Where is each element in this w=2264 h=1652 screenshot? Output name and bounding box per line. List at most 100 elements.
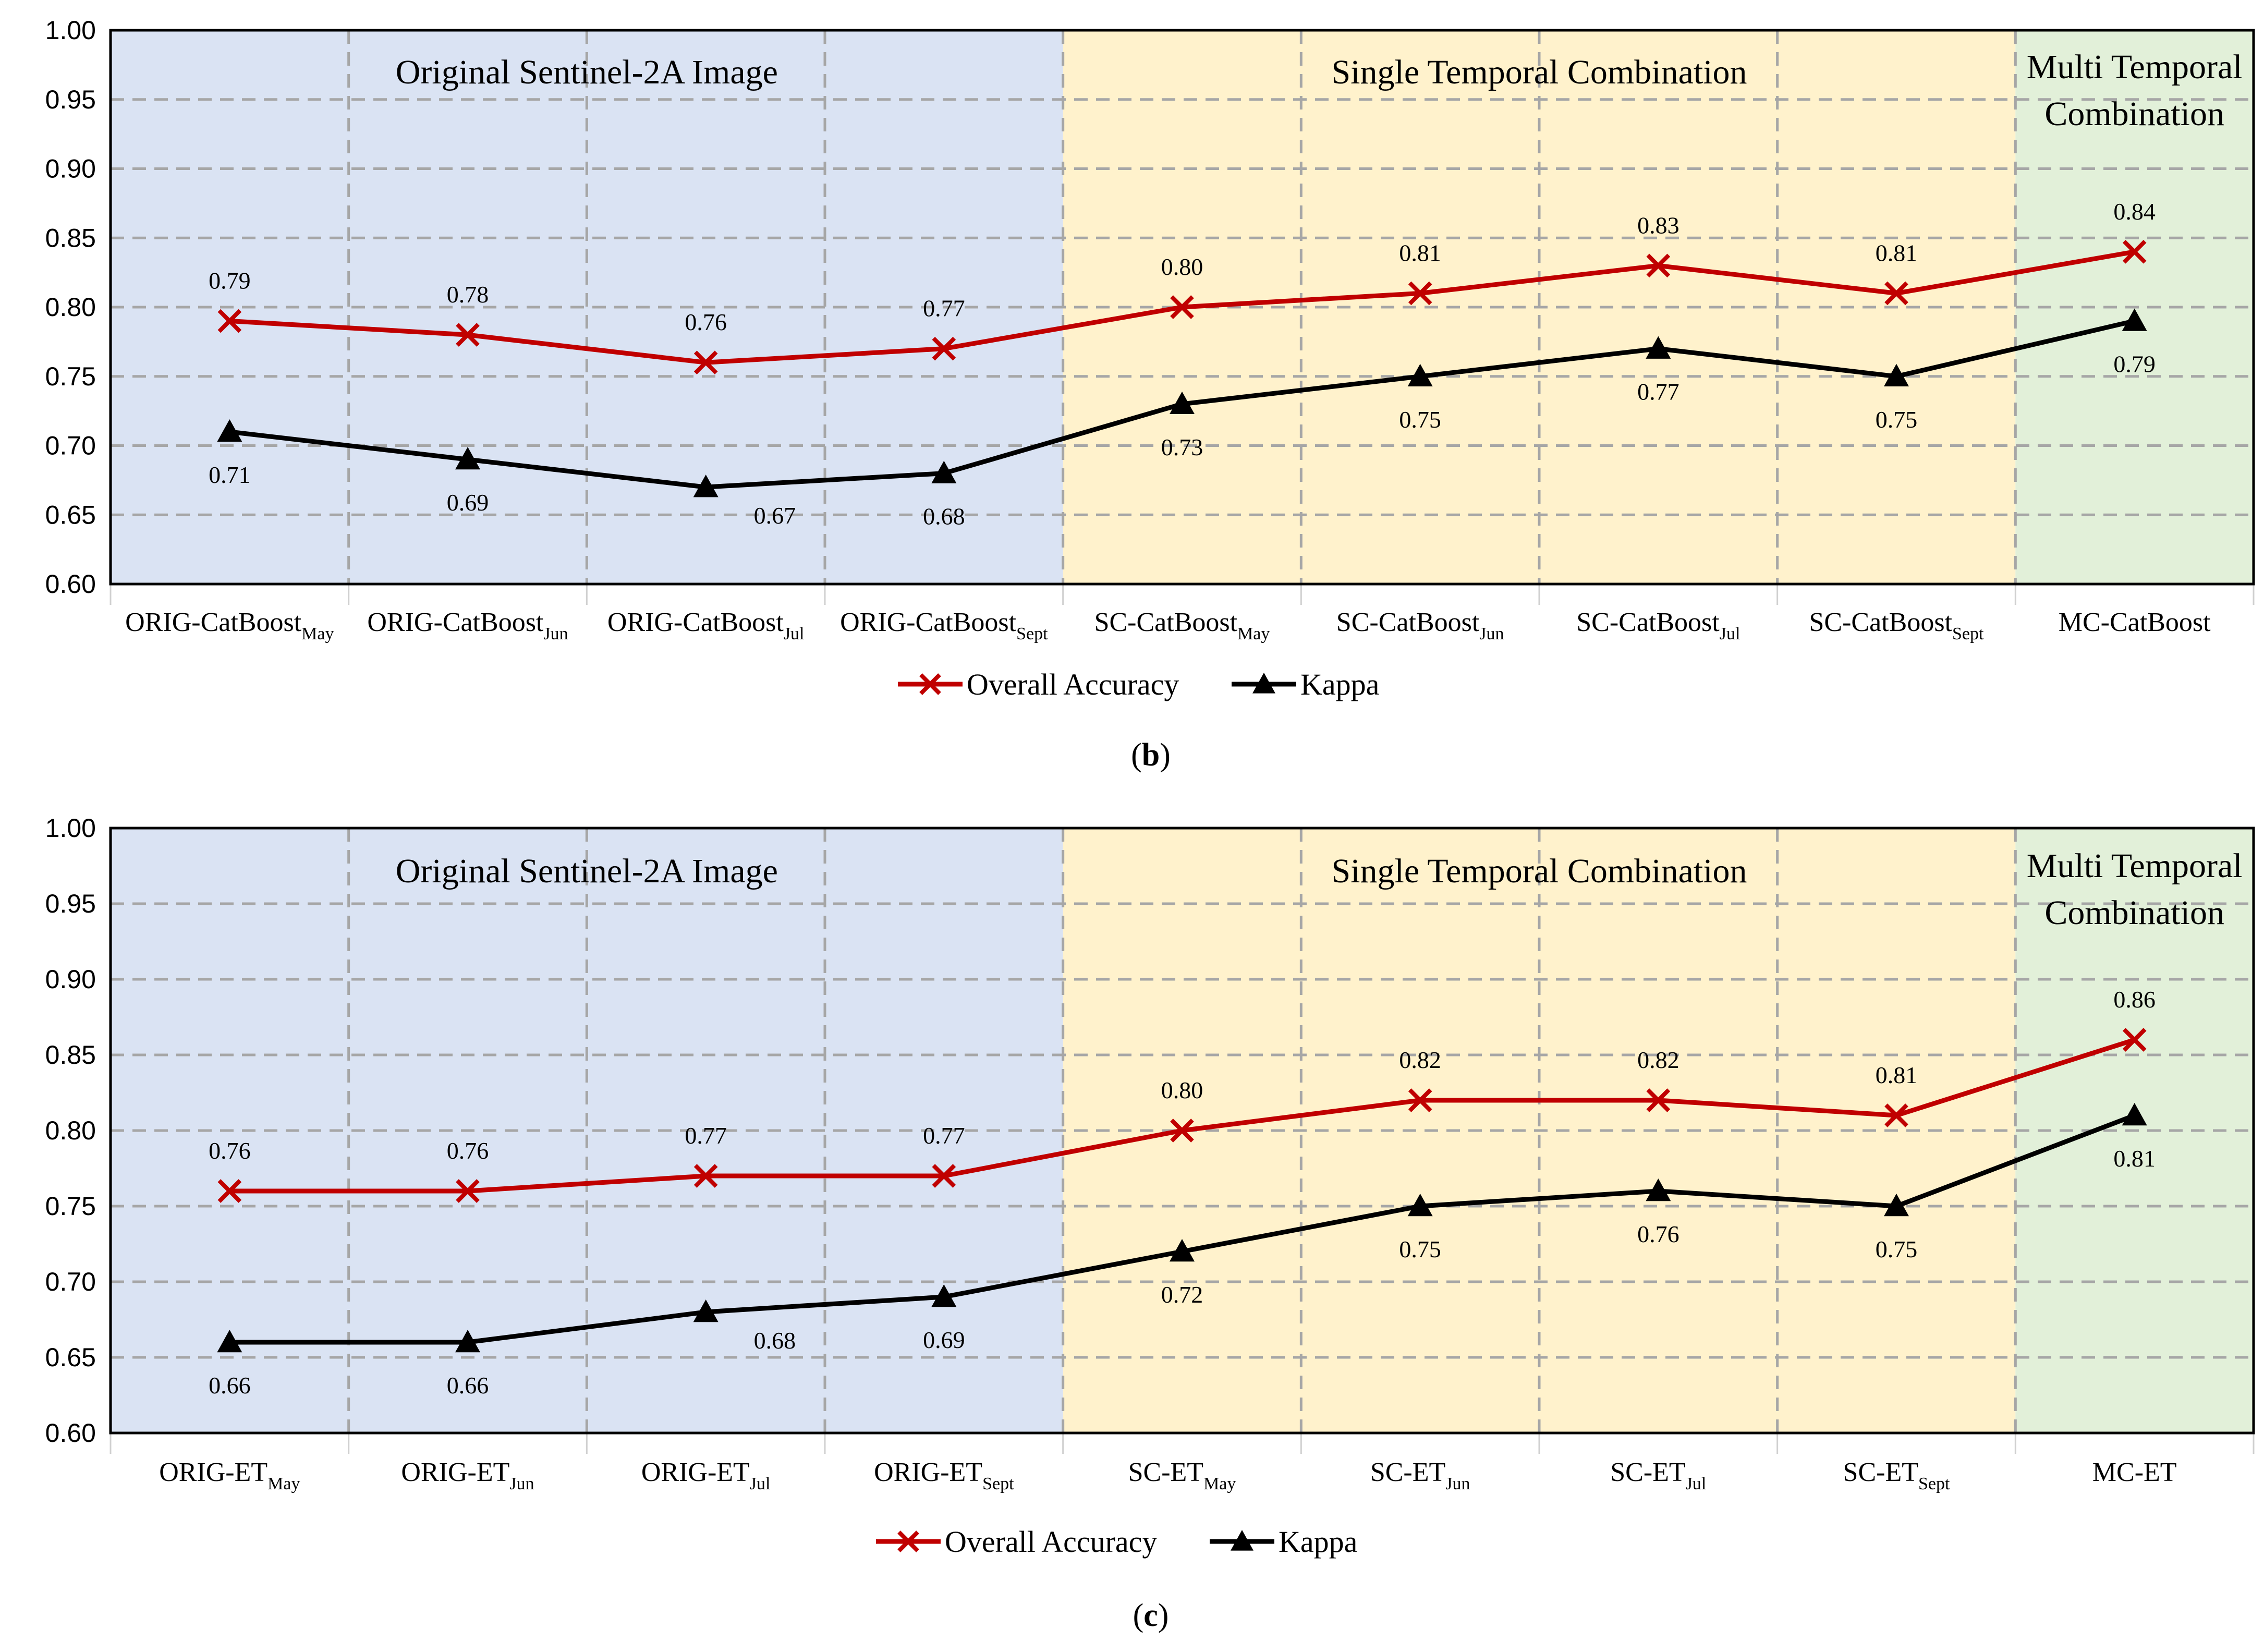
overall-accuracy-data-label: 0.77 [923,1122,965,1149]
x-marker-stroke [919,673,941,695]
x-marker-stroke [1170,1119,1194,1143]
overall-accuracy-point [1884,281,1908,306]
band-label: Original Sentinel-2A Image [396,852,778,890]
y-tick-label: 0.70 [45,1267,96,1296]
legend-label-kappa: Kappa [1300,667,1379,701]
overall-accuracy-data-label: 0.78 [447,281,489,308]
x-category-label: MC-CatBoost [2059,608,2211,637]
kappa-data-label: 0.75 [1399,406,1441,433]
legend-label-overall-accuracy: Overall Accuracy [967,667,1179,701]
panel-caption-letter: b [1142,737,1160,773]
x-category-label: SC-CatBoostJun [1336,608,1504,643]
overall-accuracy-point [217,309,242,333]
x-marker-stroke [1884,1103,1908,1127]
x-marker-stroke [456,323,480,347]
kappa-point [1646,1179,1671,1201]
x-marker-stroke [1646,253,1671,278]
y-tick-label: 0.80 [45,293,96,322]
chart-panel-b: 0.60 0.65 0.70 0.75 0.80 0.85 0.90 0.95 1.00 Orig… [45,16,2255,773]
kappa-point [931,460,957,483]
kappa-data-label: 0.66 [447,1372,489,1399]
kappa-point [1407,363,1433,386]
overall-accuracy-point [2122,1028,2147,1052]
x-marker-stroke [1170,295,1194,319]
kappa-data-label: 0.69 [447,489,489,516]
x-category-subscript: May [267,1474,300,1493]
x-category-label: ORIG-ETJun [401,1457,534,1493]
x-marker-stroke [932,1164,956,1188]
overall-accuracy-data-label: 0.82 [1399,1047,1441,1073]
band-label: Multi Temporal [2027,48,2243,86]
overall-accuracy-data-label: 0.77 [685,1122,727,1149]
x-marker-stroke [693,1164,718,1188]
overall-accuracy-data-label: 0.77 [923,295,965,322]
legend-label-kappa: Kappa [1279,1525,1357,1559]
kappa-point [1170,1239,1195,1262]
x-category-subscript: Jun [543,624,568,643]
overall-accuracy-point [1170,1119,1194,1143]
overall-accuracy-data-label: 0.76 [209,1137,251,1164]
kappa-point [455,447,480,470]
band-label: Single Temporal Combination [1331,53,1747,91]
x-category-subscript: May [301,624,334,643]
x-category-subscript: May [1203,1474,1236,1493]
band-label: Combination [2044,894,2224,932]
x-marker-stroke [2122,239,2147,264]
kappa-data-label: 0.76 [1637,1221,1679,1247]
x-category-label: SC-ETSept [1843,1457,1950,1493]
kappa-data-label: 0.68 [754,1327,796,1354]
x-category-subscript: Sept [982,1474,1014,1493]
plot-frame [109,827,2255,1435]
legend-label-overall-accuracy: Overall Accuracy [945,1525,1157,1559]
kappa-point [455,1330,480,1353]
kappa-data-label: 0.66 [209,1372,251,1399]
overall-accuracy-point [693,1164,718,1188]
legend-marker-kappa [1231,1530,1253,1551]
x-category-label: ORIG-ETSept [874,1457,1014,1493]
overall-accuracy-data-label: 0.79 [209,268,251,294]
kappa-point [1407,1194,1433,1217]
kappa-point [2122,308,2147,331]
x-category-subscript: May [1237,624,1270,643]
overall-accuracy-data-label: 0.76 [447,1137,489,1164]
overall-accuracy-data-label: 0.80 [1161,1077,1203,1103]
kappa-point [693,1299,719,1322]
panel-caption-letter: c [1143,1598,1158,1633]
x-category-subscript: Jul [1686,1474,1707,1493]
x-category-subscript: Jun [1479,624,1504,643]
kappa-point [217,1330,242,1353]
band-label: Combination [2044,95,2224,133]
overall-accuracy-point [1170,295,1194,319]
band-label: Multi Temporal [2027,847,2243,885]
overall-accuracy-point [693,350,718,375]
y-tick-label: 1.00 [45,813,96,843]
y-tick-label: 1.00 [45,16,96,45]
kappa-data-label: 0.79 [2113,351,2156,378]
x-category-label: SC-CatBoostMay [1094,608,1270,643]
x-category-label: ORIG-ETMay [159,1457,300,1493]
overall-accuracy-point [1646,253,1671,278]
y-tick-label: 0.70 [45,431,96,460]
x-marker-stroke [217,1179,242,1203]
overall-accuracy-data-label: 0.81 [1876,239,1918,266]
x-marker-stroke [1884,281,1908,306]
kappa-point [1884,1194,1909,1217]
x-marker-stroke [1408,1088,1432,1112]
x-category-subscript: Sept [1016,624,1048,643]
kappa-point [1884,363,1909,386]
legend-marker-overall-accuracy [897,1530,919,1552]
x-category-label: SC-CatBoostSept [1809,608,1985,643]
y-tick-label: 0.60 [45,569,96,599]
overall-accuracy-data-label: 0.80 [1161,253,1203,280]
panel-caption: (c) [1133,1598,1169,1633]
y-tick-label: 0.75 [45,1192,96,1221]
y-tick-label: 0.60 [45,1418,96,1448]
kappa-point [693,475,719,497]
overall-accuracy-point [932,336,956,361]
overall-accuracy-data-label: 0.82 [1637,1047,1679,1073]
y-tick-label: 0.75 [45,362,96,391]
x-marker-stroke [1646,1088,1671,1112]
overall-accuracy-point [1646,1088,1671,1112]
overall-accuracy-point [217,1179,242,1203]
kappa-data-label: 0.73 [1161,434,1203,460]
